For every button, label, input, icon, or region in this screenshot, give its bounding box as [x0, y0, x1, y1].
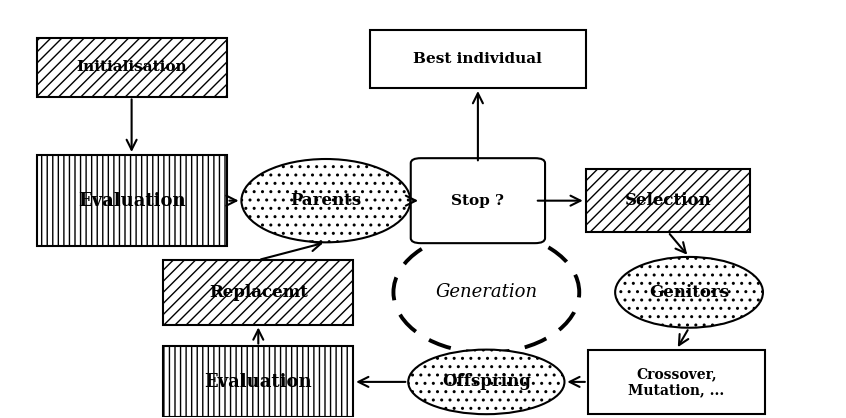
- Text: Best individual: Best individual: [414, 52, 542, 66]
- Ellipse shape: [409, 349, 564, 414]
- Ellipse shape: [393, 232, 580, 353]
- Text: Replacemt: Replacemt: [209, 284, 308, 301]
- Text: Offspring: Offspring: [442, 373, 530, 390]
- Text: Evaluation: Evaluation: [205, 373, 312, 391]
- Text: Genitors: Genitors: [649, 284, 729, 301]
- Bar: [371, 30, 585, 88]
- Text: Generation: Generation: [436, 283, 537, 301]
- Text: Parents: Parents: [290, 192, 361, 209]
- Ellipse shape: [241, 159, 410, 242]
- Ellipse shape: [615, 257, 763, 328]
- Text: Evaluation: Evaluation: [78, 192, 185, 210]
- Bar: [163, 347, 354, 417]
- Text: Crossover,
Mutation, ...: Crossover, Mutation, ...: [629, 367, 724, 397]
- FancyBboxPatch shape: [411, 158, 545, 243]
- Bar: [36, 38, 227, 97]
- Text: Stop ?: Stop ?: [452, 194, 504, 208]
- Bar: [163, 260, 354, 325]
- Bar: [36, 155, 227, 247]
- Text: Initialisation: Initialisation: [76, 60, 187, 74]
- Bar: [585, 169, 750, 232]
- Bar: [588, 349, 765, 414]
- Text: Selection: Selection: [624, 192, 711, 209]
